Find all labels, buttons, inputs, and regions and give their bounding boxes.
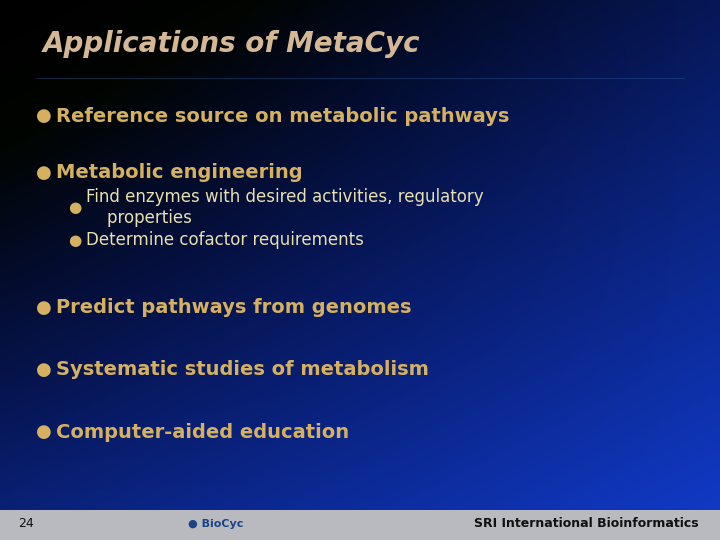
Text: Predict pathways from genomes: Predict pathways from genomes [56,298,412,318]
Text: ●: ● [36,423,52,441]
Text: Find enzymes with desired activities, regulatory
    properties: Find enzymes with desired activities, re… [86,188,484,227]
Text: ●: ● [36,164,52,182]
Text: ●: ● [36,361,52,379]
Text: Applications of MetaCyc: Applications of MetaCyc [43,30,420,58]
Text: ● BioCyc: ● BioCyc [189,519,243,529]
Text: ●: ● [36,299,52,317]
Text: Reference source on metabolic pathways: Reference source on metabolic pathways [56,106,510,126]
Text: ●: ● [68,233,81,248]
Text: Determine cofactor requirements: Determine cofactor requirements [86,231,364,249]
Text: ●: ● [68,200,81,215]
Text: Metabolic engineering: Metabolic engineering [56,163,303,183]
Text: 24: 24 [18,517,34,530]
Text: SRI International Bioinformatics: SRI International Bioinformatics [474,517,698,530]
Text: ●: ● [36,107,52,125]
Text: Computer-aided education: Computer-aided education [56,422,349,442]
Text: Systematic studies of metabolism: Systematic studies of metabolism [56,360,429,380]
